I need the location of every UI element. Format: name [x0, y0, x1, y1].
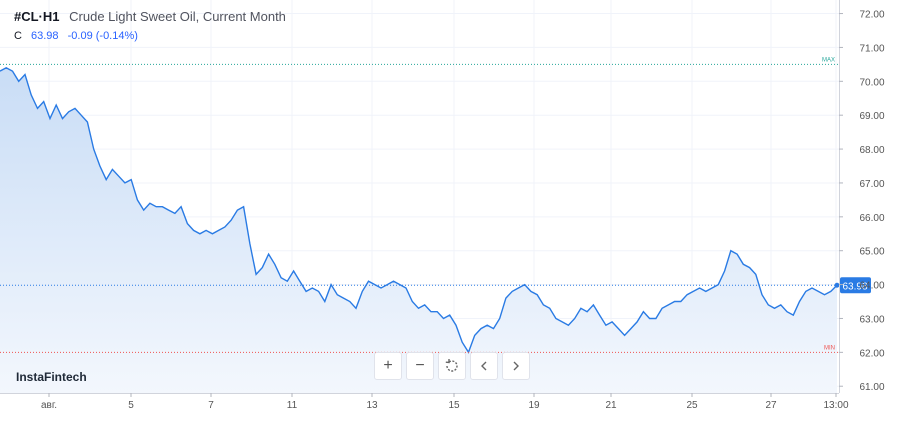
close-label: C [14, 30, 22, 42]
x-tick-label: 11 [287, 400, 298, 411]
y-tick-label: 65.00 [859, 247, 884, 258]
scroll-forward-button[interactable] [502, 352, 530, 380]
x-tick-label: 25 [686, 400, 698, 411]
y-tick-label: 66.00 [859, 213, 884, 224]
chevron-left-icon [481, 361, 487, 371]
price-line [0, 67, 838, 354]
y-tick-label: 68.00 [859, 145, 884, 156]
x-axis: авг. 5 7 11 13 15 19 21 25 27 13:00 [0, 393, 849, 411]
x-tick-label: 21 [605, 400, 617, 411]
x-tick-label: 13:00 [823, 400, 848, 411]
last-price-label: 63.98 [842, 281, 867, 292]
x-tick-label: 19 [528, 400, 540, 411]
chart-toolbar: + − [374, 352, 530, 380]
scroll-back-button[interactable] [470, 352, 498, 380]
last-price-tag [840, 277, 871, 294]
x-tick-label: авг. [41, 400, 57, 411]
y-tick-label: 61.00 [859, 382, 884, 393]
x-tick-label: 13 [366, 400, 378, 411]
x-tick-label: 27 [765, 400, 777, 411]
zoom-in-button[interactable]: + [374, 352, 402, 380]
x-tick-label: 7 [208, 400, 214, 411]
brand-logo: InstaFintech [16, 370, 87, 384]
instrument-description: Crude Light Sweet Oil, Current Month [69, 9, 286, 24]
reference-lines: MAX MIN 63.98 [0, 57, 871, 353]
y-tick-label: 64.00 [859, 281, 884, 292]
symbol-label: #CL·H1 [14, 9, 60, 24]
min-label: MIN [824, 345, 835, 351]
x-tick-label: 5 [128, 400, 134, 411]
y-tick-label: 72.00 [859, 10, 884, 21]
chart-header: #CL·H1 Crude Light Sweet Oil, Current Mo… [14, 9, 286, 24]
y-tick-label: 71.00 [859, 43, 884, 54]
y-tick-label: 69.00 [859, 111, 884, 122]
ohlc-readout: C 63.98 -0.09 (-0.14%) [14, 30, 138, 42]
y-tick-label: 62.00 [859, 348, 884, 359]
reset-icon [445, 359, 458, 372]
max-label: MAX [822, 57, 835, 63]
chevron-right-icon [513, 361, 519, 371]
x-tick-label: 15 [448, 400, 460, 411]
zoom-out-button[interactable]: − [406, 352, 434, 380]
close-value: 63.98 [31, 30, 59, 42]
y-axis: 72.00 71.00 70.00 69.00 68.00 67.00 66.00 65.00… [839, 0, 885, 393]
y-tick-label: 63.00 [859, 314, 884, 325]
reset-button[interactable] [438, 352, 466, 380]
y-tick-label: 70.00 [859, 77, 884, 88]
area-fill [0, 67, 837, 394]
change-value: -0.09 (-0.14%) [67, 30, 138, 42]
y-tick-label: 67.00 [859, 179, 884, 190]
